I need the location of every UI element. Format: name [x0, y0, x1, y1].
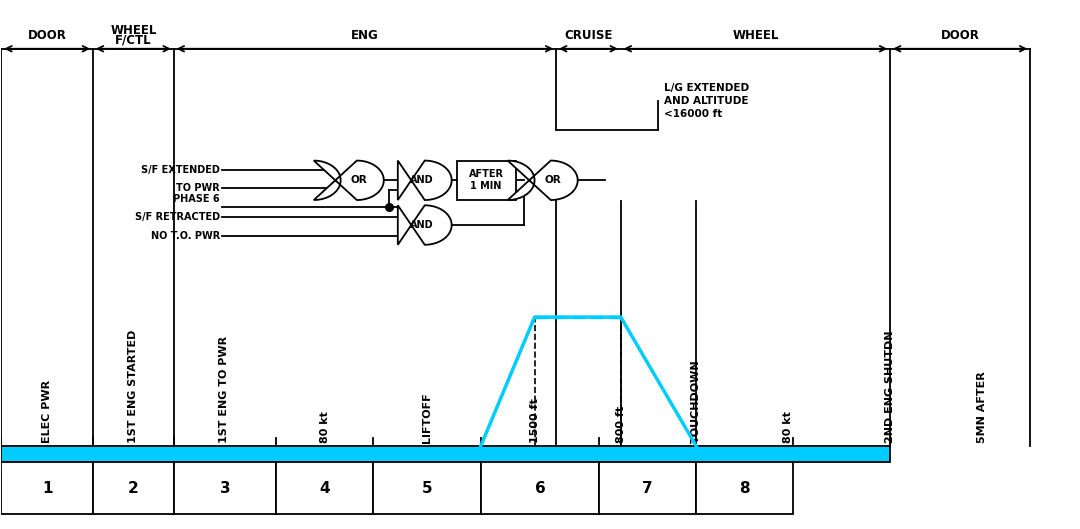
Text: 3: 3	[219, 481, 230, 496]
Text: 6: 6	[535, 481, 545, 496]
Text: DOOR: DOOR	[28, 30, 67, 42]
Text: OR: OR	[351, 175, 367, 185]
Text: WHEEL: WHEEL	[732, 30, 779, 42]
Text: TO PWR: TO PWR	[176, 183, 220, 193]
Text: S/F EXTENDED: S/F EXTENDED	[141, 165, 220, 175]
Polygon shape	[397, 161, 451, 200]
Text: 80 kt: 80 kt	[783, 412, 793, 443]
Text: DOOR: DOOR	[941, 30, 980, 42]
Bar	[276, 462, 373, 515]
Polygon shape	[314, 161, 383, 200]
Text: 8: 8	[740, 481, 750, 496]
Bar	[1, 462, 93, 515]
Text: LIFTOFF: LIFTOFF	[422, 393, 432, 443]
Text: 1500 ft: 1500 ft	[529, 399, 540, 443]
Text: ELEC PWR: ELEC PWR	[42, 380, 52, 443]
Text: 80 kt: 80 kt	[320, 412, 329, 443]
Text: 5MN AFTER: 5MN AFTER	[976, 372, 987, 443]
Bar	[1, 446, 890, 462]
Text: 1ST ENG TO PWR: 1ST ENG TO PWR	[219, 336, 229, 443]
Text: 1 MIN: 1 MIN	[471, 181, 502, 191]
Text: 2: 2	[127, 481, 138, 496]
Text: S/F RETRACTED: S/F RETRACTED	[135, 212, 220, 222]
Bar	[373, 462, 481, 515]
Text: OR: OR	[544, 175, 562, 185]
Bar	[599, 462, 697, 515]
Text: L/G EXTENDED
AND ALTITUDE
<16000 ft: L/G EXTENDED AND ALTITUDE <16000 ft	[664, 83, 750, 120]
Polygon shape	[397, 205, 451, 245]
Text: TOUCHDOWN: TOUCHDOWN	[691, 360, 701, 443]
Text: NO T.O. PWR: NO T.O. PWR	[151, 231, 220, 241]
Text: CRUISE: CRUISE	[564, 30, 612, 42]
Text: PHASE 6: PHASE 6	[174, 194, 220, 204]
Bar	[481, 462, 599, 515]
Text: 2ND ENG SHUTDN: 2ND ENG SHUTDN	[886, 331, 895, 443]
Text: ENG: ENG	[351, 30, 379, 42]
Text: 800 ft: 800 ft	[616, 406, 625, 443]
Text: F/CTL: F/CTL	[116, 33, 151, 46]
Bar	[93, 462, 174, 515]
Bar	[457, 161, 516, 200]
Text: 1ST ENG STARTED: 1ST ENG STARTED	[127, 330, 138, 443]
Text: WHEEL: WHEEL	[110, 24, 157, 37]
Text: AND: AND	[410, 175, 434, 185]
Bar	[174, 462, 276, 515]
Text: 1: 1	[42, 481, 53, 496]
Text: AND: AND	[410, 220, 434, 230]
Bar	[697, 462, 793, 515]
Text: 5: 5	[421, 481, 432, 496]
Polygon shape	[508, 161, 578, 200]
Text: 4: 4	[320, 481, 329, 496]
Text: AFTER: AFTER	[469, 169, 503, 179]
Text: 7: 7	[643, 481, 653, 496]
